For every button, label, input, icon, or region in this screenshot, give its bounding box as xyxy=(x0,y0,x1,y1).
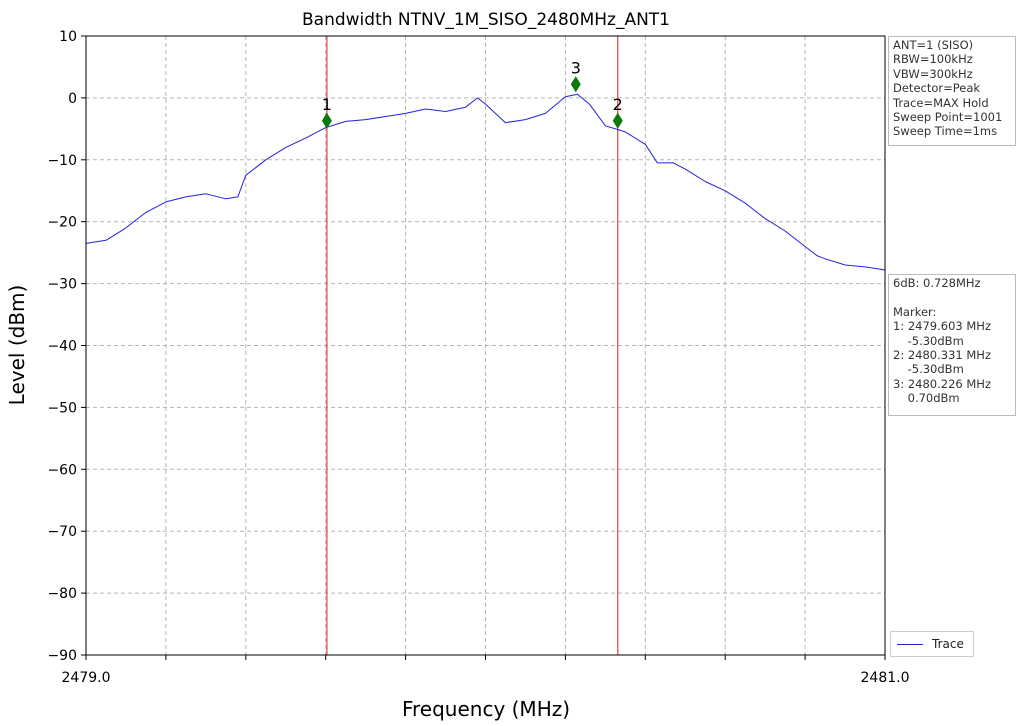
settings-line: VBW=300kHz xyxy=(893,66,973,81)
marker-info-line: 3: 2480.226 MHz xyxy=(893,376,991,391)
settings-line: Trace=MAX Hold xyxy=(893,95,989,110)
settings-line: Sweep Point=1001 xyxy=(893,110,1003,125)
y-tick-label: −30 xyxy=(47,277,77,293)
marker-label: 2 xyxy=(613,95,623,114)
y-tick-label: −40 xyxy=(47,339,77,355)
marker-info-line: 1: 2479.603 MHz xyxy=(893,319,991,334)
x-tick-label: 2481.0 xyxy=(861,670,910,686)
legend-line-swatch xyxy=(897,644,923,645)
x-axis-ticks: 2479.0 2481.0 xyxy=(62,655,910,686)
settings-line: ANT=1 (SISO) xyxy=(893,38,974,52)
marker-points: 1 2 3 xyxy=(322,58,623,129)
marker-label: 3 xyxy=(571,58,581,77)
chart-title: Bandwidth NTNV_1M_SISO_2480MHz_ANT1 xyxy=(302,10,670,30)
marker-vertical-lines xyxy=(326,36,619,655)
settings-line: Detector=Peak xyxy=(893,81,981,96)
marker-label: 1 xyxy=(322,95,332,114)
y-tick-label: 0 xyxy=(68,91,77,107)
marker-diamond xyxy=(321,112,332,129)
settings-info-box: ANT=1 (SISO) RBW=100kHz VBW=300kHz Detector… xyxy=(888,36,1016,146)
grid-lines xyxy=(86,36,885,655)
y-tick-label: −50 xyxy=(47,400,77,416)
legend-label: Trace xyxy=(932,637,964,651)
marker-diamond xyxy=(570,76,581,93)
y-tick-label: −10 xyxy=(47,153,77,169)
marker-info-line: 2: 2480.331 MHz xyxy=(893,348,991,363)
marker-info-box: 6dB: 0.728MHz Marker: 1: 2479.603 MHz -5.… xyxy=(888,274,1016,416)
y-tick-label: −20 xyxy=(47,215,77,231)
y-tick-label: −80 xyxy=(47,586,77,602)
marker-info-line: -5.30dBm xyxy=(893,362,964,377)
y-tick-label: −70 xyxy=(47,524,77,540)
settings-line: RBW=100kHz xyxy=(893,52,973,67)
y-tick-label: −60 xyxy=(47,462,77,478)
x-tick-label: 2479.0 xyxy=(62,670,111,686)
marker-diamond xyxy=(612,112,623,129)
y-axis-label: Level (dBm) xyxy=(5,285,29,406)
y-tick-label: 10 xyxy=(59,29,77,45)
x-axis-label: Frequency (MHz) xyxy=(402,697,570,721)
marker-info-line: 6dB: 0.728MHz xyxy=(893,276,981,290)
marker-info-line: Marker: xyxy=(893,304,937,319)
marker-info-line: -5.30dBm xyxy=(893,333,964,348)
marker-info-line xyxy=(893,290,1011,304)
y-tick-label: −90 xyxy=(47,648,77,664)
settings-line: Sweep Time=1ms xyxy=(893,124,998,139)
trace-line xyxy=(85,93,886,271)
trace-series xyxy=(85,93,886,271)
y-axis-ticks: 10 0 −10 −20 −30 −40 −50 −60 −70 −80 −90 xyxy=(47,29,86,664)
marker-info-line: 0.70dBm xyxy=(893,391,960,406)
legend: Trace xyxy=(890,631,974,657)
